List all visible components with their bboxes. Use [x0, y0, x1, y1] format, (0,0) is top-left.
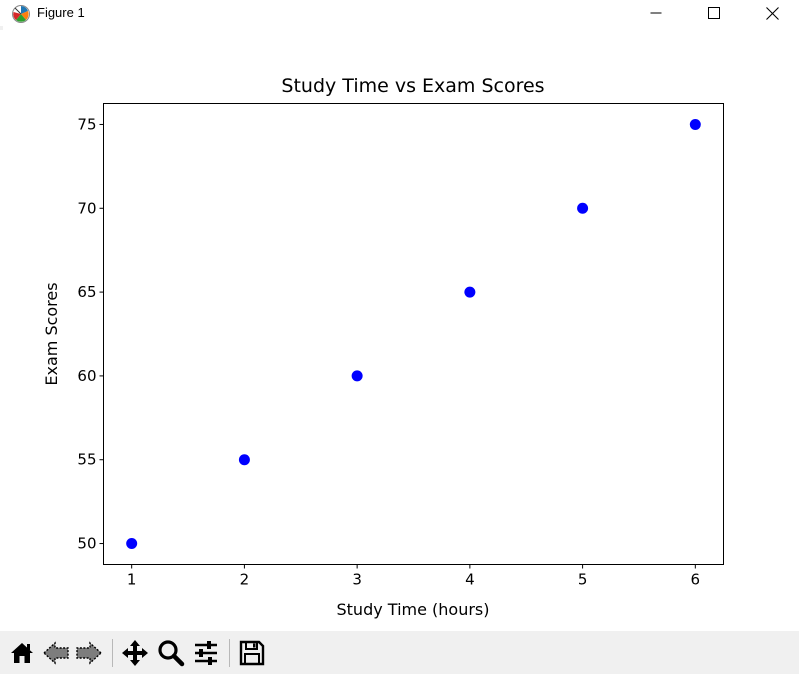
x-tick-label: 3 — [352, 571, 362, 589]
maximize-button[interactable] — [685, 0, 743, 26]
figure-canvas[interactable]: Study Time vs Exam Scores 1 2 3 4 5 6 50 55 60 6… — [0, 30, 799, 631]
save-button[interactable] — [237, 638, 267, 668]
forward-icon — [76, 641, 103, 665]
y-tick-label: 60 — [77, 367, 96, 385]
data-point — [351, 370, 363, 382]
forward-button[interactable] — [74, 638, 104, 668]
y-tick-label: 55 — [77, 451, 96, 469]
axes-frame — [103, 103, 724, 565]
save-icon — [239, 640, 265, 666]
data-point — [126, 538, 138, 550]
close-button[interactable] — [743, 0, 799, 26]
x-tick-label: 2 — [240, 571, 250, 589]
home-button[interactable] — [7, 638, 37, 668]
zoom-icon — [158, 640, 185, 667]
y-axis-label: Exam Scores — [42, 282, 61, 385]
y-tick-label: 70 — [77, 199, 96, 217]
window-titlebar: Figure 1 — [0, 0, 799, 26]
matplotlib-logo-icon — [12, 5, 30, 23]
toolbar-separator — [229, 639, 230, 667]
configure-subplots-button[interactable] — [191, 638, 221, 668]
home-icon — [11, 643, 33, 663]
x-tick-label: 4 — [465, 571, 475, 589]
minimize-icon — [650, 12, 662, 14]
x-axis: 1 2 3 4 5 6 — [127, 564, 701, 589]
close-icon — [765, 6, 779, 20]
window-title: Figure 1 — [37, 5, 85, 20]
x-tick-label: 5 — [578, 571, 588, 589]
zoom-button[interactable] — [156, 638, 186, 668]
x-axis-label: Study Time (hours) — [337, 600, 490, 619]
y-tick-label: 65 — [77, 283, 96, 301]
chart-title: Study Time vs Exam Scores — [281, 75, 544, 97]
navigation-toolbar — [0, 631, 799, 674]
minimize-button[interactable] — [627, 0, 685, 26]
data-point — [577, 202, 589, 214]
data-points — [126, 118, 701, 550]
pan-button[interactable] — [120, 638, 150, 668]
back-button[interactable] — [41, 638, 71, 668]
back-icon — [42, 641, 69, 665]
toolbar-separator — [112, 639, 113, 667]
pan-icon — [122, 640, 148, 666]
y-tick-label: 75 — [77, 115, 96, 133]
data-point — [689, 118, 701, 130]
x-tick-label: 6 — [691, 571, 701, 589]
maximize-icon — [708, 7, 720, 19]
x-tick-label: 1 — [127, 571, 137, 589]
data-point — [238, 454, 250, 466]
y-tick-label: 50 — [77, 535, 96, 553]
scatter-chart: Study Time vs Exam Scores 1 2 3 4 5 6 50 55 60 6… — [42, 75, 724, 619]
data-point — [464, 286, 476, 298]
configure-subplots-icon — [195, 641, 217, 665]
y-axis: 50 55 60 65 70 75 — [77, 115, 104, 553]
